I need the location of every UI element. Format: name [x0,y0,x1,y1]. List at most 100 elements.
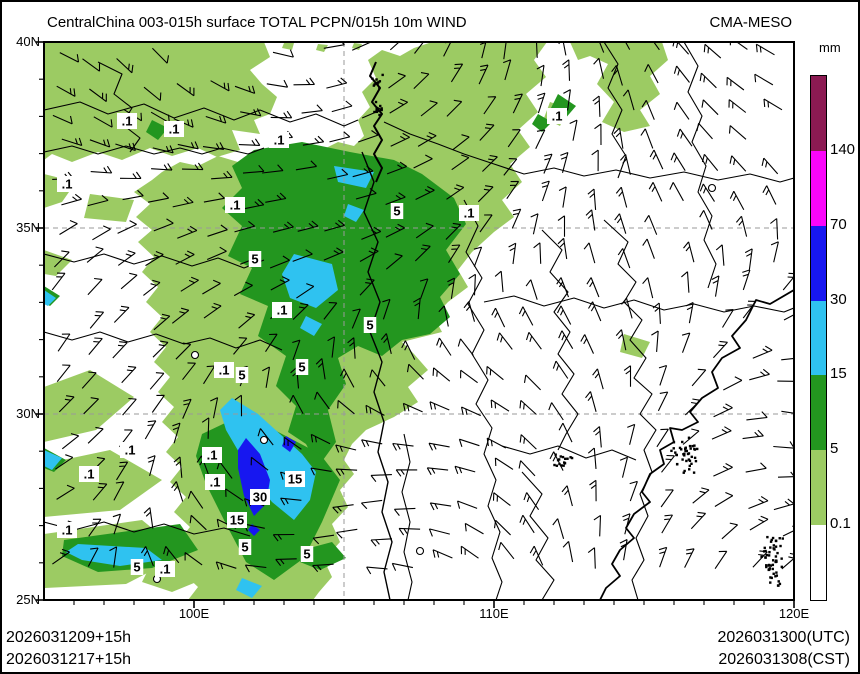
wind-barb [92,483,108,501]
colorbar-segment-5 [811,450,826,526]
wind-barb [370,474,392,483]
wind-barb [557,215,566,237]
wind-barb [358,130,379,143]
wind-barb [88,518,102,537]
contour-label: 5 [235,367,249,383]
island-speckle [767,554,771,557]
wind-barb [498,541,515,560]
wind-barb [585,209,596,231]
island-speckle [684,446,687,449]
contour-label: 5 [295,359,309,375]
y-axis-label-25N: 25N [16,592,40,607]
wind-barb [175,342,192,360]
svg-text:.1: .1 [62,177,73,192]
wind-barb [113,305,130,323]
wind-barb [699,72,717,89]
boundary-line [501,445,637,461]
island-speckle [767,564,770,567]
boundary-line [369,61,383,183]
wind-barb [54,250,70,268]
boundary-line [603,219,657,599]
wind-barb [729,43,748,50]
island-speckle [778,537,781,540]
wind-barb [366,566,388,575]
wind-barb [781,358,793,361]
island-speckle [688,444,692,448]
wind-barb [420,100,438,117]
wind-barb [692,487,710,504]
wind-barb [93,116,113,128]
contour-label: 5 [363,317,377,333]
island-speckle [772,547,775,550]
svg-text:.1: .1 [84,467,95,482]
island-speckle [373,110,376,114]
island-speckle [693,456,697,460]
island-speckle [766,535,769,539]
wind-barb [152,47,170,64]
wind-barb [389,98,408,114]
wind-barb [723,376,743,391]
island-speckle [682,471,685,474]
wind-barb [116,461,129,481]
wind-barb [490,399,510,412]
wind-barb [153,313,171,331]
contour-label: .1 [225,197,245,213]
wind-barb [275,558,297,567]
precip-area-0.1-5mm [45,43,277,162]
wind-barb [661,514,673,534]
wind-barb [615,329,627,351]
wind-barb [117,220,137,234]
island-speckle [763,546,766,550]
contour-label: .1 [164,121,184,137]
wind-barb [413,72,430,89]
x-axis-label-100E: 100E [178,606,210,621]
precip-area-15-30mm [45,290,56,306]
island-speckle [685,449,689,453]
wind-barb [536,64,545,87]
wind-barb [548,402,564,421]
island-speckles [553,453,574,467]
wind-barb [302,135,325,146]
island-speckle [769,540,773,543]
wind-barb [147,455,156,477]
wind-barb [55,454,74,470]
wind-barb [703,43,722,59]
wind-barb [752,345,773,359]
wind-barb [656,428,669,448]
wind-barb [541,180,550,202]
wind-barb [289,395,304,415]
wind-barb [293,77,315,86]
wind-barb [735,215,748,237]
wind-barb [121,365,137,384]
wind-barb [327,168,349,180]
wind-barb [683,241,695,263]
wind-barb [143,86,162,101]
wind-barb [428,442,450,451]
wind-barb [184,552,203,566]
wind-barb [450,63,464,83]
wind-barb [265,192,287,203]
wind-barb [438,305,449,327]
wind-barb [203,192,225,203]
wind-barb [323,43,345,49]
wind-barb [614,213,627,234]
wind-barb [59,219,78,235]
wind-barb [445,222,462,240]
colorbar-segment-3 [811,300,826,376]
island-speckle [562,464,565,467]
wind-barb [599,43,605,53]
island-speckle [772,544,776,547]
wind-barb [529,545,544,566]
wind-barb [503,43,507,60]
wind-barb [629,480,638,502]
colorbar-segment-0 [811,76,826,151]
boundary-line [401,433,413,599]
svg-text:5: 5 [238,368,245,383]
wind-barb [181,162,204,171]
wind-barb [447,277,456,299]
wind-barb [745,462,767,473]
island-speckle [770,576,773,580]
wind-barb [56,85,76,97]
wind-barb [746,411,768,421]
precip-area-0.1-5mm [316,44,328,52]
